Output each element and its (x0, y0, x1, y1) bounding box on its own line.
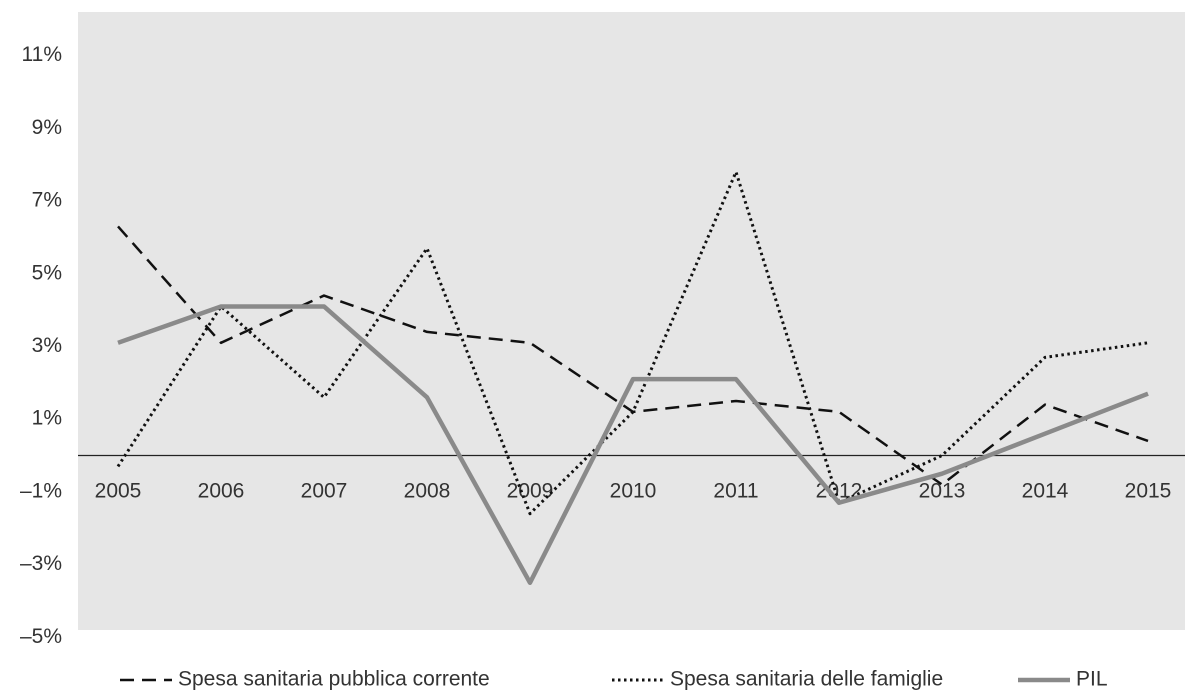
x-tick-label: 2014 (1022, 480, 1069, 503)
y-tick-label: 7% (32, 189, 62, 212)
plot-background (78, 12, 1185, 630)
legend-label: Spesa sanitaria pubblica corrente (178, 668, 490, 691)
x-tick-label: 2015 (1125, 480, 1172, 503)
legend-label: Spesa sanitaria delle famiglie (670, 668, 943, 691)
x-tick-label: 2010 (610, 480, 657, 503)
x-tick-label: 2008 (404, 480, 451, 503)
x-tick-label: 2013 (919, 480, 966, 503)
legend-label: PIL (1076, 668, 1108, 691)
x-tick-label: 2005 (95, 480, 142, 503)
series-line (116, 170, 1149, 516)
y-tick-label: –3% (20, 552, 62, 575)
y-tick-label: 5% (32, 261, 62, 284)
x-tick-label: 2011 (713, 480, 758, 503)
y-tick-label: 1% (32, 407, 62, 430)
series-line (117, 304, 1149, 585)
x-tick-label: 2009 (507, 480, 554, 503)
y-tick-label: –5% (20, 625, 62, 648)
y-tick-label: –1% (20, 479, 62, 502)
y-tick-label: 11% (22, 43, 62, 66)
x-tick-label: 2006 (198, 480, 245, 503)
x-tick-label: 2007 (301, 480, 348, 503)
y-tick-label: 9% (32, 116, 62, 139)
y-tick-label: 3% (32, 334, 62, 357)
